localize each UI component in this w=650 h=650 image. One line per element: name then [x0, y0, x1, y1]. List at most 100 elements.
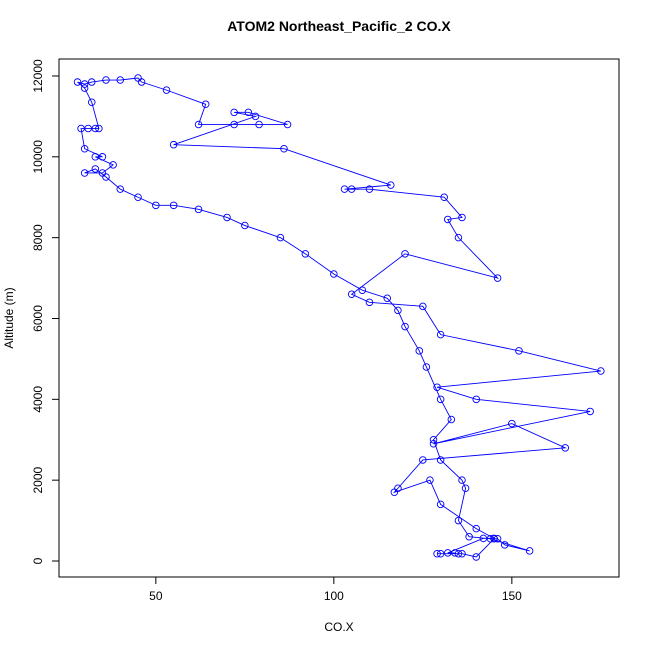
data-point — [95, 124, 103, 133]
data-point — [525, 547, 534, 555]
data-point — [230, 120, 238, 129]
data-point — [340, 185, 349, 193]
y-tick-label: 2000 — [31, 466, 45, 493]
data-point — [244, 108, 253, 117]
data-point — [419, 456, 427, 464]
data-point — [472, 395, 480, 404]
data-point — [458, 476, 466, 484]
data-point — [255, 120, 263, 129]
y-tick-label: 8000 — [31, 224, 45, 251]
data-point — [194, 120, 203, 129]
y-tick-label: 10000 — [31, 140, 45, 174]
data-point — [486, 535, 495, 543]
data-point — [301, 250, 310, 258]
data-point — [515, 347, 523, 355]
data-point — [472, 524, 480, 533]
data-point — [419, 302, 427, 311]
data-point — [201, 100, 210, 109]
data-point — [88, 78, 96, 86]
data-point — [436, 395, 445, 404]
data-point — [454, 233, 463, 242]
data-point — [490, 534, 498, 543]
data-point — [472, 553, 480, 561]
data-point — [508, 419, 516, 428]
y-tick-label: 4000 — [31, 386, 45, 413]
data-point — [597, 367, 605, 375]
data-point — [80, 80, 89, 88]
x-tick-label: 150 — [502, 589, 522, 603]
data-point — [365, 298, 374, 307]
plot-frame — [58, 58, 620, 578]
data-point — [458, 213, 466, 222]
data-point — [152, 201, 160, 210]
data-point — [169, 140, 178, 149]
data-point — [347, 185, 356, 193]
data-point — [84, 124, 92, 133]
data-point — [162, 86, 171, 94]
data-point — [134, 193, 142, 201]
data-point — [230, 108, 238, 117]
data-point — [276, 233, 285, 242]
data-point — [98, 169, 107, 177]
data-point — [347, 290, 356, 298]
data-point — [223, 213, 231, 222]
data-point — [433, 383, 441, 391]
data-point — [116, 185, 124, 193]
x-axis-label: CO.X — [324, 620, 353, 634]
data-point — [116, 76, 124, 84]
data-point — [454, 549, 463, 558]
data-point — [390, 488, 399, 497]
data-point — [241, 221, 249, 230]
data-point — [401, 250, 409, 258]
data-point — [493, 535, 502, 543]
data-point — [73, 78, 82, 86]
data-point — [91, 165, 100, 173]
data-point — [77, 124, 85, 133]
data-point — [461, 484, 470, 492]
data-point — [436, 500, 445, 509]
data-point — [98, 153, 107, 161]
data-line — [77, 77, 601, 558]
data-point — [415, 347, 424, 355]
data-point — [88, 98, 96, 106]
data-point — [436, 456, 445, 464]
data-point — [383, 294, 391, 303]
data-point — [365, 185, 374, 193]
data-point — [358, 286, 367, 294]
data-point — [451, 549, 459, 557]
data-point — [80, 169, 89, 177]
data-point — [169, 201, 178, 210]
data-point — [500, 541, 509, 549]
data-point — [447, 415, 456, 424]
data-point — [493, 274, 502, 282]
data-point — [436, 549, 445, 558]
x-tick-label: 50 — [149, 589, 163, 603]
data-point — [429, 435, 438, 444]
data-point — [91, 153, 100, 161]
chart-title: ATOM2 Northeast_Pacific_2 CO.X — [227, 18, 451, 34]
data-point — [330, 270, 338, 278]
data-point — [444, 549, 452, 557]
data-point — [109, 161, 117, 169]
data-point — [401, 322, 409, 331]
data-point — [280, 144, 288, 153]
data-point — [454, 516, 463, 525]
data-point — [137, 78, 146, 86]
data-point — [561, 444, 569, 452]
y-tick-label: 0 — [31, 557, 45, 564]
data-point — [433, 549, 441, 558]
data-point — [586, 407, 594, 416]
data-point — [251, 112, 260, 121]
y-tick-label: 6000 — [31, 305, 45, 332]
data-point — [440, 193, 448, 201]
x-tick-label: 100 — [324, 589, 344, 603]
data-point — [80, 144, 89, 153]
data-point — [479, 534, 488, 543]
data-point — [458, 549, 466, 558]
data-point — [102, 76, 110, 84]
data-point — [80, 84, 89, 92]
data-point — [426, 476, 434, 484]
data-point — [429, 440, 438, 448]
y-tick-label: 12000 — [31, 59, 45, 93]
